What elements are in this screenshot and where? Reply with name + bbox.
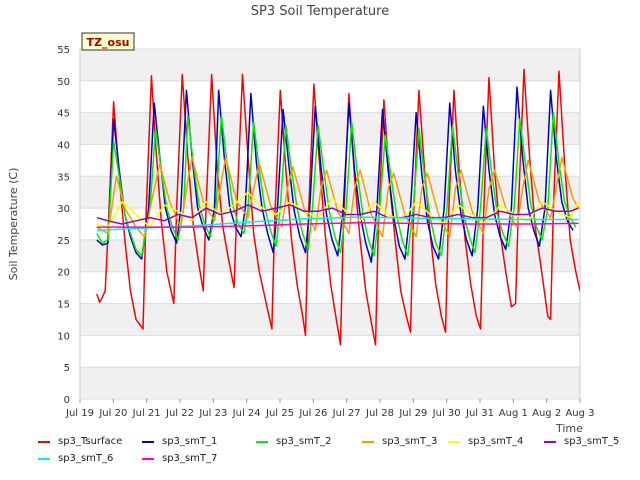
- x-tick-label: Jul 20: [98, 408, 127, 419]
- legend-label: sp3_smT_5: [564, 436, 620, 447]
- legend-label: sp3_smT_4: [468, 436, 524, 447]
- y-tick-label: 10: [57, 331, 70, 342]
- x-tick-label: Jul 26: [298, 408, 327, 419]
- x-tick-label: Jul 22: [165, 408, 194, 419]
- x-axis-label: Time: [555, 422, 583, 435]
- y-tick-label: 55: [57, 45, 70, 56]
- background-band: [80, 49, 580, 81]
- y-tick-label: 5: [64, 363, 70, 374]
- x-tick-label: Jul 23: [198, 408, 227, 419]
- legend-item-sp3_smT_4: sp3_smT_4: [448, 436, 523, 447]
- series-line-sp3_smT_1: [96, 86, 574, 263]
- legend-item-sp3_smT_5: sp3_smT_5: [544, 436, 619, 447]
- series-line-sp3_smT_7: [96, 221, 579, 228]
- y-tick-label: 40: [57, 140, 70, 151]
- x-tick-label: Jul 27: [332, 408, 361, 419]
- legend-label: sp3_smT_1: [162, 436, 218, 447]
- legend-item-sp3_Tsurface: sp3_Tsurface: [38, 436, 122, 447]
- x-tick-label: Aug 3: [565, 408, 594, 419]
- y-tick-label: 0: [64, 395, 70, 406]
- x-tick-label: Aug 2: [532, 408, 561, 419]
- legend-swatch: [38, 440, 50, 443]
- x-tick-label: Jul 28: [365, 408, 394, 419]
- legend-item-sp3_smT_6: sp3_smT_6: [38, 453, 113, 464]
- legend-label: sp3_smT_7: [162, 453, 218, 464]
- background-band: [80, 303, 580, 336]
- legend-item-sp3_smT_1: sp3_smT_1: [142, 436, 217, 447]
- x-tick-label: Jul 31: [465, 408, 494, 419]
- y-tick-label: 35: [57, 172, 70, 183]
- y-tick-label: 50: [57, 77, 70, 88]
- x-tick-label: Jul 29: [398, 408, 427, 419]
- x-tick-label: Jul 21: [132, 408, 161, 419]
- y-tick-label: 30: [57, 204, 70, 215]
- y-tick-label: 45: [57, 109, 70, 120]
- annotation-label: TZ_osu: [87, 36, 130, 49]
- series-line-sp3_smT_4: [96, 191, 580, 228]
- legend-label: sp3_smT_2: [276, 436, 332, 447]
- legend-swatch: [38, 457, 50, 460]
- y-tick-label: 15: [57, 300, 70, 311]
- y-tick-label: 25: [57, 236, 70, 247]
- chart-title: SP3 Soil Temperature: [251, 4, 389, 19]
- legend-item-sp3_smT_7: sp3_smT_7: [142, 453, 217, 464]
- series-line-sp3_smT_2: [96, 111, 577, 257]
- legend-label: sp3_smT_3: [382, 436, 438, 447]
- background-band: [80, 112, 580, 145]
- x-tick-label: Jul 19: [65, 408, 94, 419]
- y-axis-label: Soil Temperature (C): [7, 168, 20, 281]
- x-tick-label: Jul 24: [232, 408, 261, 419]
- legend-swatch: [142, 457, 154, 460]
- x-tick-label: Jul 30: [432, 408, 461, 419]
- legend-label: sp3_Tsurface: [58, 436, 123, 447]
- legend-swatch: [544, 440, 556, 443]
- x-tick-label: Jul 25: [265, 408, 294, 419]
- legend-item-sp3_smT_2: sp3_smT_2: [256, 436, 331, 447]
- legend-swatch: [142, 440, 154, 443]
- y-tick-label: 20: [57, 268, 70, 279]
- annotation-box: TZ_osu: [81, 32, 135, 51]
- x-tick-label: Aug 1: [499, 408, 528, 419]
- legend-swatch: [256, 440, 268, 443]
- background-band: [80, 367, 580, 399]
- legend-item-sp3_smT_3: sp3_smT_3: [362, 436, 437, 447]
- series-line-sp3_smT_5: [96, 204, 579, 225]
- legend-swatch: [362, 440, 374, 443]
- legend-label: sp3_smT_6: [58, 453, 114, 464]
- legend-swatch: [448, 440, 460, 443]
